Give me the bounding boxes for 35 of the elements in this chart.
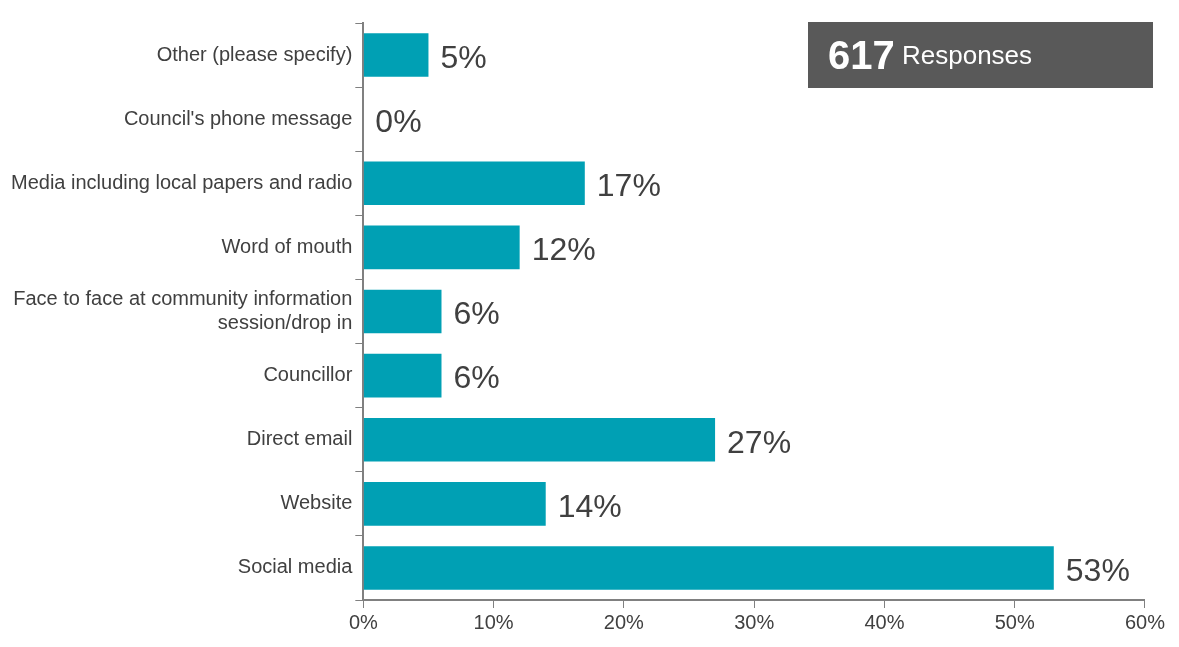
bar [363,33,429,77]
x-tick-label: 30% [734,610,775,633]
bar [363,289,442,334]
y-tick-label: Councillor [263,363,353,386]
y-tick-label: Council's phone message [123,106,353,129]
bar [363,161,585,206]
x-tick-label: 40% [864,610,905,633]
data-label: 27% [727,423,792,460]
data-label: 5% [440,38,487,75]
y-tick-label: Media including local papers and radio [11,170,353,193]
bar [363,225,520,270]
y-tick-label: Other (please specify) [156,42,353,65]
data-label: 53% [1065,551,1130,588]
y-tick-label: Website [280,491,353,514]
x-tick-label: 0% [348,610,378,633]
data-label: 17% [596,167,661,204]
data-label: 0% [375,102,422,139]
x-tick-label: 60% [1124,610,1166,633]
data-label: 6% [453,295,500,332]
x-tick-label: 20% [603,610,645,633]
bar [363,546,1054,590]
data-label: 14% [557,487,622,524]
bar [363,482,546,526]
x-tick-label: 50% [994,610,1035,633]
y-tick-label: Social media [237,555,354,578]
bar [363,353,442,398]
bar [363,417,716,462]
y-tick-label: Direct email [246,427,353,450]
x-tick-label: 10% [473,610,514,633]
y-tick-label: Face to face at community information session/drop in [13,287,353,334]
annotation: 617 Responses [828,32,1033,78]
label-box: 617 Responses [808,22,1153,88]
data-label: 12% [531,231,596,268]
data-label: 6% [453,359,500,396]
y-tick-label: Word of mouth [221,234,353,257]
